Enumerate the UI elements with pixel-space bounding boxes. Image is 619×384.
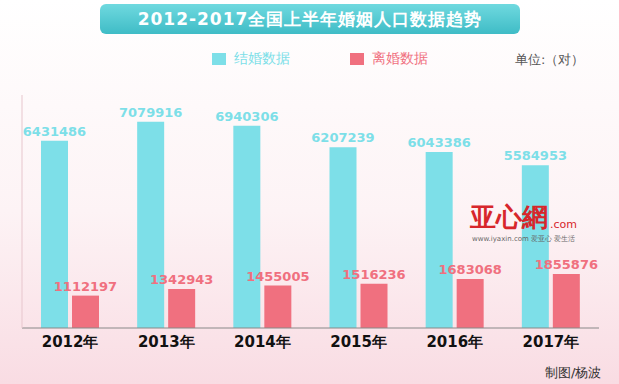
svg-text:2016年: 2016年 — [426, 333, 483, 351]
svg-text:2015年: 2015年 — [330, 333, 387, 351]
svg-text:5584953: 5584953 — [504, 148, 567, 163]
svg-text:6207239: 6207239 — [311, 130, 374, 145]
html-text:2012-2017全国上半年婚姻人口数据趋势: 2012-2017全国上半年婚姻人口数据趋势 — [137, 9, 483, 29]
svg-text:1683068: 1683068 — [439, 262, 502, 277]
html-text:单位:（对）: 单位:（对） — [515, 52, 585, 67]
svg-text:6043386: 6043386 — [408, 135, 471, 150]
html-text:.com: .com — [550, 218, 577, 231]
html-text:亚心網: 亚心網 — [470, 202, 548, 232]
svg-text:2012年: 2012年 — [42, 333, 99, 351]
html-text:www.iyaxin.com 爱亚心 爱生活: www.iyaxin.com 爱亚心 爱生活 — [472, 235, 576, 243]
svg-text:2013年: 2013年 — [138, 333, 195, 351]
svg-text:6940306: 6940306 — [215, 109, 278, 124]
html-text:离婚数据: 离婚数据 — [372, 50, 428, 66]
svg-text:1516236: 1516236 — [342, 267, 405, 282]
svg-text:1112197: 1112197 — [54, 279, 117, 294]
svg-text:6431486: 6431486 — [23, 124, 86, 139]
svg-text:1855876: 1855876 — [535, 257, 598, 272]
svg-text:2014年: 2014年 — [234, 333, 291, 351]
html-text:结婚数据: 结婚数据 — [234, 50, 290, 66]
svg-text:1455005: 1455005 — [246, 269, 309, 284]
svg-text:7079916: 7079916 — [119, 105, 182, 120]
svg-text:1342943: 1342943 — [150, 272, 213, 287]
html-text:制图/杨波: 制图/杨波 — [545, 365, 602, 380]
svg-text:2017年: 2017年 — [523, 333, 580, 351]
